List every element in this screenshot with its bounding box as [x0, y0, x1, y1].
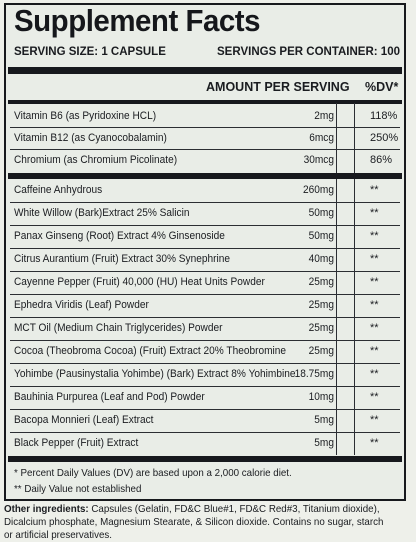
table-row: Caffeine Anhydrous 260mg ** — [12, 180, 400, 202]
column-divider-amount — [336, 103, 337, 455]
row-name: Bacopa Monnieri (Leaf) Extract — [14, 414, 154, 426]
panel-title: Supplement Facts — [14, 3, 261, 38]
row-name: Chromium (as Chromium Picolinate) — [14, 154, 178, 166]
row-amount: 5mg — [314, 414, 334, 426]
row-divider — [10, 363, 400, 364]
row-name: Yohimbe (Pausinystalia Yohimbe) (Bark) E… — [14, 368, 296, 380]
table-row: Ephedra Viridis (Leaf) Powder 25mg ** — [12, 295, 400, 317]
row-divider — [10, 340, 400, 341]
column-divider-dv — [354, 103, 355, 455]
row-amount: 30mcg — [303, 154, 334, 166]
row-dv: ** — [370, 391, 379, 403]
divider-thick — [8, 67, 402, 74]
divider-header — [8, 100, 402, 104]
table-row: Black Pepper (Fruit) Extract 5mg ** — [12, 433, 400, 455]
row-dv: 118% — [370, 110, 398, 122]
row-name: Black Pepper (Fruit) Extract — [14, 437, 139, 449]
row-amount: 25mg — [308, 276, 334, 288]
row-amount: 260mg — [303, 184, 334, 196]
row-dv: ** — [370, 368, 379, 380]
amount-per-serving-header: AMOUNT PER SERVING — [206, 80, 350, 94]
row-amount: 6mcg — [309, 132, 334, 144]
row-amount: 50mg — [308, 230, 334, 242]
other-ingredients-label: Other ingredients: — [4, 503, 89, 515]
table-row: Cayenne Pepper (Fruit) 40,000 (HU) Heat … — [12, 272, 400, 294]
row-amount: 25mg — [308, 299, 334, 311]
row-dv: ** — [370, 184, 379, 196]
row-name: Vitamin B6 (as Pyridoxine HCL) — [14, 110, 157, 122]
supplement-facts-panel: Supplement Facts SERVING SIZE: 1 CAPSULE… — [4, 3, 406, 501]
row-dv: 250% — [370, 132, 399, 144]
row-amount: 2mg — [314, 110, 334, 122]
row-dv: ** — [370, 230, 379, 242]
row-divider — [10, 149, 400, 150]
row-divider — [10, 248, 400, 249]
row-amount: 18.75mg — [294, 368, 334, 380]
row-name: Cayenne Pepper (Fruit) 40,000 (HU) Heat … — [14, 276, 265, 288]
row-divider — [10, 225, 400, 226]
divider-footnotes — [8, 456, 402, 462]
row-name: Vitamin B12 (as Cyanocobalamin) — [14, 132, 167, 144]
row-dv: ** — [370, 207, 379, 219]
row-amount: 50mg — [308, 207, 334, 219]
row-name: Cocoa (Theobroma Cocoa) (Fruit) Extract … — [14, 345, 287, 357]
row-dv: ** — [370, 414, 379, 426]
row-divider — [10, 409, 400, 410]
footnote-dv: * Percent Daily Values (DV) are based up… — [14, 467, 292, 479]
servings-per-container: SERVINGS PER CONTAINER: 100 — [217, 46, 400, 58]
row-amount: 25mg — [308, 345, 334, 357]
table-row: MCT Oil (Medium Chain Triglycerides) Pow… — [12, 318, 400, 340]
row-name: MCT Oil (Medium Chain Triglycerides) Pow… — [14, 322, 223, 334]
dv-header: %DV* — [365, 80, 399, 94]
row-amount: 40mg — [308, 253, 334, 265]
row-name: White Willow (Bark)Extract 25% Salicin — [14, 207, 190, 219]
table-row: Citrus Aurantium (Fruit) Extract 30% Syn… — [12, 249, 400, 271]
row-dv: ** — [370, 345, 379, 357]
row-divider — [10, 271, 400, 272]
table-row: Vitamin B6 (as Pyridoxine HCL) 2mg 118% — [12, 106, 400, 128]
table-row: Yohimbe (Pausinystalia Yohimbe) (Bark) E… — [12, 364, 400, 386]
row-name: Ephedra Viridis (Leaf) Powder — [14, 299, 149, 311]
table-row: Bauhinia Purpurea (Leaf and Pod) Powder 1… — [12, 387, 400, 409]
table-row: Vitamin B12 (as Cyanocobalamin) 6mcg 250% — [12, 128, 400, 150]
table-row: Chromium (as Chromium Picolinate) 30mcg 86… — [12, 150, 400, 172]
table-row: Bacopa Monnieri (Leaf) Extract 5mg ** — [12, 410, 400, 432]
row-divider — [10, 317, 400, 318]
row-divider — [10, 386, 400, 387]
row-name: Panax Ginseng (Root) Extract 4% Ginsenos… — [14, 230, 225, 242]
row-dv: ** — [370, 253, 379, 265]
row-amount: 25mg — [308, 322, 334, 334]
serving-size: SERVING SIZE: 1 CAPSULE — [14, 46, 166, 58]
row-amount: 5mg — [314, 437, 334, 449]
row-divider — [10, 294, 400, 295]
row-dv: 86% — [370, 154, 393, 166]
table-row: Cocoa (Theobroma Cocoa) (Fruit) Extract … — [12, 341, 400, 363]
table-row: White Willow (Bark)Extract 25% Salicin 50… — [12, 203, 400, 225]
row-dv: ** — [370, 299, 379, 311]
table-row: Panax Ginseng (Root) Extract 4% Ginsenos… — [12, 226, 400, 248]
other-ingredients: Other ingredients: Capsules (Gelatin, FD… — [4, 503, 383, 542]
row-divider — [10, 127, 400, 128]
footnote-not-established: ** Daily Value not established — [14, 483, 142, 495]
row-divider — [10, 202, 400, 203]
row-dv: ** — [370, 322, 379, 334]
row-name: Caffeine Anhydrous — [14, 184, 103, 196]
row-dv: ** — [370, 276, 379, 288]
row-divider — [10, 432, 400, 433]
row-name: Bauhinia Purpurea (Leaf and Pod) Powder — [14, 391, 205, 403]
row-amount: 10mg — [308, 391, 334, 403]
row-dv: ** — [370, 437, 379, 449]
divider-section — [8, 173, 402, 179]
row-name: Citrus Aurantium (Fruit) Extract 30% Syn… — [14, 253, 230, 265]
